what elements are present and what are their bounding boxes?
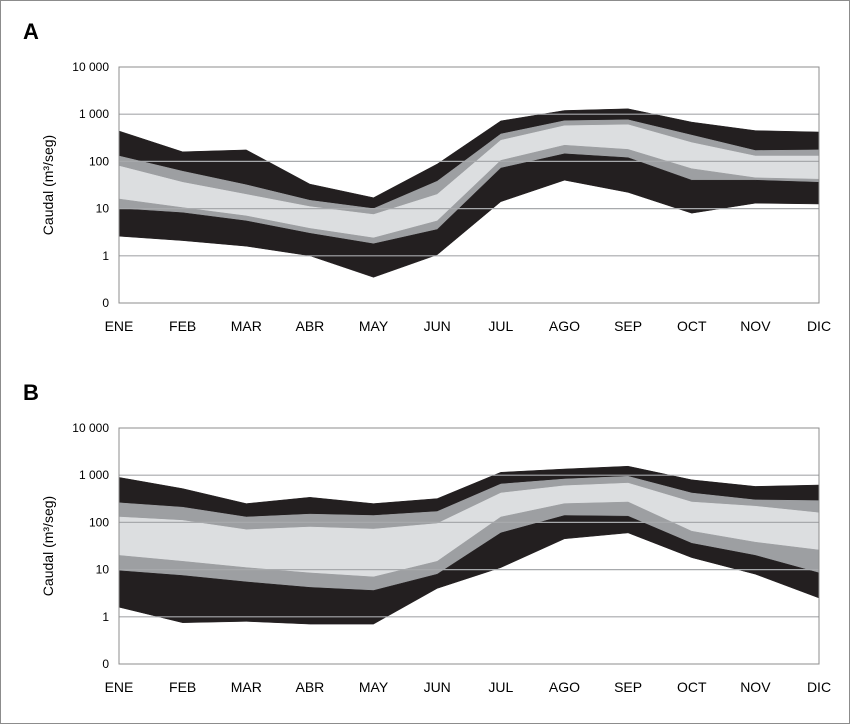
x-tick-label: DIC bbox=[807, 679, 831, 695]
x-tick-label: OCT bbox=[677, 679, 707, 695]
x-tick-label: MAY bbox=[359, 318, 389, 334]
x-tick-label: ABR bbox=[296, 679, 325, 695]
chart-panel-a: A 0 1 10 100 1 000 10 000 ENE FEB MAR ABR MAY JUN JU… bbox=[1, 1, 849, 362]
y-tick-label: 1 bbox=[102, 249, 109, 263]
plot-border bbox=[118, 66, 820, 304]
x-tick-label: ENE bbox=[105, 679, 134, 695]
y-tick-label: 1 bbox=[102, 610, 109, 624]
x-tick-label: SEP bbox=[614, 679, 642, 695]
plot-border bbox=[118, 427, 820, 665]
x-tick-label: MAR bbox=[231, 679, 262, 695]
x-tick-label: SEP bbox=[614, 318, 642, 334]
chart-panel-b: B 0 1 10 100 1 000 10 000 ENE FEB MAR ABR MAY JUN JU… bbox=[1, 362, 849, 723]
chart-b-svg: 0 1 10 100 1 000 10 000 ENE FEB MAR ABR MAY JUN JUL A… bbox=[40, 421, 831, 695]
x-tick-label: MAY bbox=[359, 679, 389, 695]
y-axis-title: Caudal (m³/seg) bbox=[40, 135, 56, 235]
x-tick-label: JUL bbox=[488, 318, 513, 334]
y-tick-label: 0 bbox=[102, 296, 109, 310]
y-tick-label: 10 000 bbox=[72, 421, 109, 435]
x-tick-label: FEB bbox=[169, 318, 196, 334]
x-tick-label: MAR bbox=[231, 318, 262, 334]
y-tick-label: 100 bbox=[89, 515, 109, 529]
y-tick-label: 10 bbox=[96, 202, 110, 216]
x-tick-label: FEB bbox=[169, 679, 196, 695]
x-tick-label: ABR bbox=[296, 318, 325, 334]
x-tick-label: NOV bbox=[740, 318, 771, 334]
x-tick-label: JUN bbox=[424, 318, 451, 334]
x-tick-label: AGO bbox=[549, 318, 580, 334]
x-tick-label: DIC bbox=[807, 318, 831, 334]
x-tick-label: JUL bbox=[488, 679, 513, 695]
panel-label: A bbox=[23, 19, 39, 44]
y-tick-label: 10 bbox=[96, 563, 110, 577]
y-tick-label: 1 000 bbox=[79, 468, 109, 482]
panel-label: B bbox=[23, 380, 39, 405]
y-axis-title: Caudal (m³/seg) bbox=[40, 496, 56, 596]
x-tick-label: JUN bbox=[424, 679, 451, 695]
y-tick-label: 0 bbox=[102, 657, 109, 671]
x-tick-label: OCT bbox=[677, 318, 707, 334]
x-tick-label: AGO bbox=[549, 679, 580, 695]
x-tick-label: ENE bbox=[105, 318, 134, 334]
x-tick-label: NOV bbox=[740, 679, 771, 695]
chart-a-svg: 0 1 10 100 1 000 10 000 ENE FEB MAR ABR MAY JUN JUL A… bbox=[40, 60, 831, 334]
y-tick-label: 10 000 bbox=[72, 60, 109, 74]
y-tick-label: 1 000 bbox=[79, 107, 109, 121]
y-tick-label: 100 bbox=[89, 154, 109, 168]
